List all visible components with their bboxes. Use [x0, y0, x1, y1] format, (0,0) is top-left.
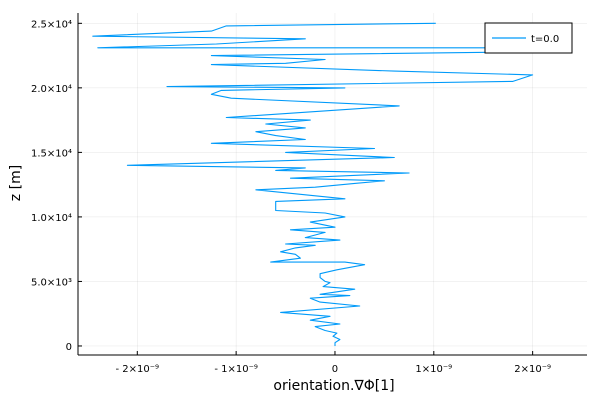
axes-layer [77, 13, 587, 356]
y-tick-label-0: 0 [66, 342, 72, 353]
series-layer [92, 22, 544, 346]
x-tick-label-3: 1×10⁻⁹ [415, 364, 452, 375]
x-tick-label-0: - 2×10⁻⁹ [116, 364, 160, 375]
y-tick-label-5: 2.5×10⁴ [31, 19, 72, 30]
y-axis-label: z [m] [8, 165, 24, 201]
x-tick-label-1: - 1×10⁻⁹ [214, 364, 258, 375]
y-tick-label-3: 1.5×10⁴ [31, 148, 72, 159]
y-tick-label-1: 5.0×10³ [31, 277, 72, 288]
x-tick-label-4: 2×10⁻⁹ [514, 364, 551, 375]
legend: t=0.0 [484, 22, 573, 54]
x-tick-label-2: 0 [332, 364, 338, 375]
grid-layer [78, 13, 587, 355]
y-tick-label-2: 1.0×10⁴ [31, 213, 72, 224]
legend-label: t=0.0 [531, 34, 559, 45]
tick-labels: - 2×10⁻⁹ - 1×10⁻⁹ 0 1×10⁻⁹ 2×10⁻⁹ 0 5.0×10³ 1.0… [31, 19, 551, 375]
series-line-0 [92, 22, 544, 346]
x-axis-label: orientation.∇Φ[1] [273, 378, 394, 394]
y-tick-label-4: 2.0×10⁴ [31, 84, 72, 95]
